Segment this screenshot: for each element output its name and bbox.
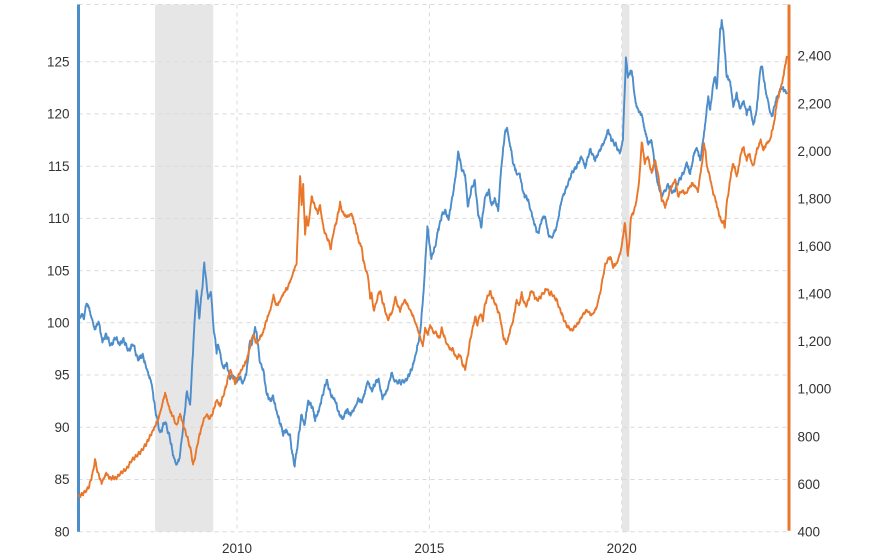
y-axis-label-right: 600 [798,477,821,492]
y-axis-label-right: 2,000 [798,144,832,159]
y-axis-label-left: 120 [47,107,70,122]
y-axis-label-right: 2,400 [798,49,832,64]
y-axis-label-right: 1,800 [798,191,832,206]
y-axis-label-left: 80 [54,524,69,539]
y-axis-label-left: 100 [47,316,70,331]
series-line-orange [77,55,788,498]
x-axis-label: 2010 [222,541,252,556]
series-lines [77,18,788,498]
recession-bands [155,4,630,532]
y-axis-label-right: 400 [798,524,821,539]
y-axis-label-left: 110 [48,211,70,226]
y-axis-label-right: 1,400 [798,287,832,302]
y-axis-label-left: 105 [47,263,70,278]
gridlines [78,4,789,533]
y-axis-label-left: 90 [54,420,69,435]
recession-band [622,4,630,532]
x-axis-label: 2020 [607,541,637,556]
y-axis-label-left: 125 [47,54,70,69]
y-axis-label-right: 1,000 [798,382,832,397]
y-axis-label-right: 800 [798,429,821,444]
y-axis-label-left: 115 [48,159,70,174]
axis-tick-labels: 80 85 90 95 100 105 110 115 120 125 400 600 800 1,000… [47,49,831,557]
y-axis-label-right: 1,200 [798,334,832,349]
y-axis-label-left: 85 [54,472,69,487]
y-axis-label-right: 2,200 [798,96,832,111]
axis-lines [77,4,791,532]
series-line-blue [77,18,788,468]
y-axis-label-left: 95 [54,368,69,383]
y-axis-label-right: 1,600 [798,239,832,254]
x-axis-label: 2015 [414,541,444,556]
